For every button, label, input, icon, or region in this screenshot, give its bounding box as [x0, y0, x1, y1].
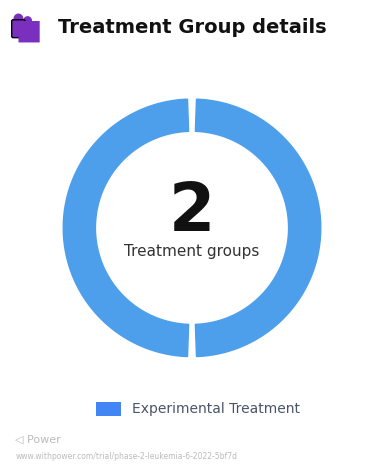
Text: Treatment Group details: Treatment Group details: [58, 19, 326, 37]
FancyBboxPatch shape: [12, 20, 25, 38]
Text: Experimental Treatment: Experimental Treatment: [132, 402, 300, 416]
Text: ■: ■: [15, 16, 41, 44]
Polygon shape: [195, 99, 321, 357]
FancyBboxPatch shape: [21, 22, 33, 39]
Text: 2: 2: [169, 179, 215, 246]
Circle shape: [24, 17, 31, 25]
Circle shape: [14, 14, 23, 23]
Polygon shape: [63, 99, 189, 357]
Bar: [96, 402, 121, 416]
Text: Treatment groups: Treatment groups: [124, 244, 260, 259]
Text: ◁ Power: ◁ Power: [15, 434, 61, 445]
Text: www.withpower.com/trial/phase-2-leukemia-6-2022-5bf7d: www.withpower.com/trial/phase-2-leukemia…: [15, 452, 237, 461]
